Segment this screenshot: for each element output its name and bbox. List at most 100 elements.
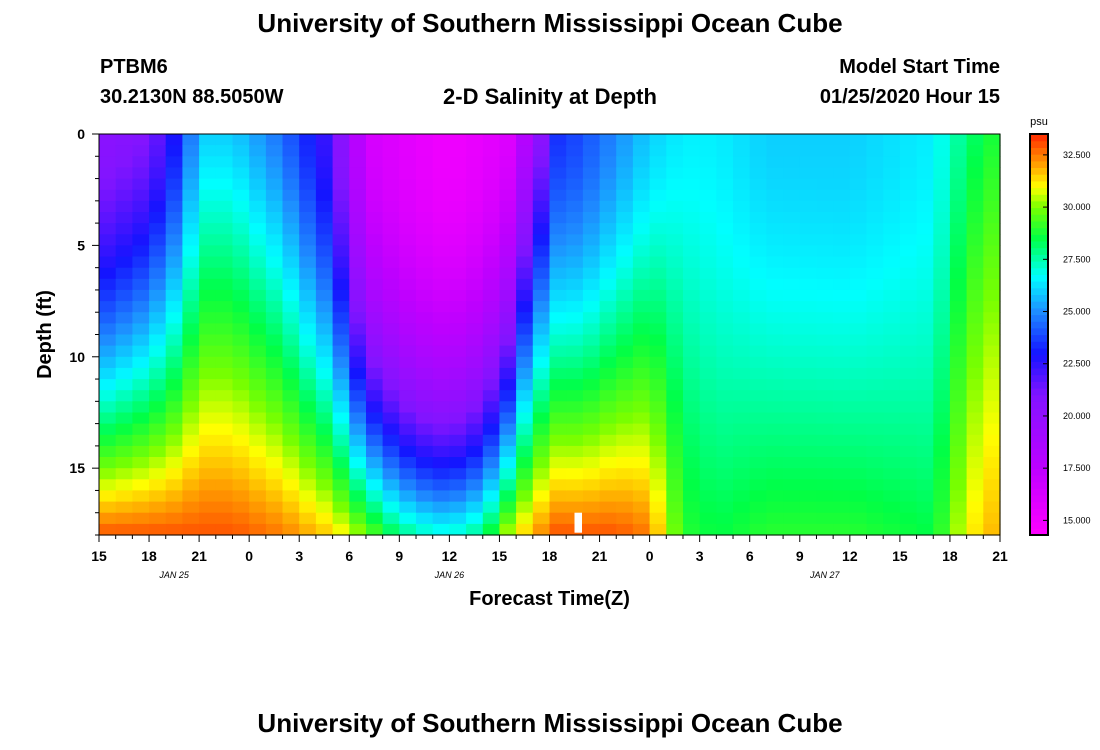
heatmap-cell [582, 323, 601, 336]
heatmap-cell [849, 445, 868, 458]
heatmap-cell [733, 156, 751, 168]
heatmap-cell [466, 401, 484, 413]
heatmap-cell [733, 312, 751, 324]
heatmap-cell [416, 401, 434, 413]
heatmap-cell [799, 490, 818, 503]
heatmap-cell [866, 356, 884, 369]
heatmap-cell [716, 245, 734, 258]
heatmap-cell [99, 512, 117, 525]
heatmap-cell [99, 278, 117, 291]
heatmap-cell [349, 212, 367, 224]
heatmap-cell [215, 267, 234, 280]
heatmap-cell [449, 367, 467, 380]
heatmap-cell [733, 212, 751, 224]
heatmap-cell [432, 312, 450, 324]
heatmap-cell [949, 523, 968, 536]
heatmap-cell [332, 301, 350, 313]
heatmap-cell [482, 423, 501, 436]
heatmap-cell [399, 457, 417, 469]
heatmap-cell [599, 457, 617, 469]
heatmap-cell [215, 367, 234, 380]
heatmap-cell [816, 189, 834, 202]
heatmap-cell [966, 323, 984, 336]
heatmap-cell [432, 423, 450, 436]
heatmap-cell [799, 457, 818, 469]
heatmap-cell [282, 189, 300, 202]
heatmap-cell [149, 323, 167, 336]
heatmap-cell [432, 289, 450, 302]
heatmap-cell [649, 401, 667, 413]
heatmap-cell [683, 189, 701, 202]
heatmap-cell [816, 434, 834, 447]
heatmap-cell [933, 234, 951, 246]
heatmap-cell [883, 223, 901, 235]
heatmap-cell [983, 345, 1001, 358]
heatmap-cell [916, 289, 934, 302]
heatmap-cell [783, 234, 801, 246]
heatmap-cell [399, 245, 417, 258]
heatmap-cell [349, 156, 367, 168]
heatmap-cell [299, 468, 317, 480]
heatmap-cell [733, 379, 751, 391]
heatmap-cell [332, 245, 350, 258]
heatmap-cell [282, 334, 300, 347]
heatmap-cell [866, 523, 884, 536]
heatmap-cell [632, 134, 651, 146]
heatmap-cell [582, 479, 601, 491]
heatmap-cell [265, 479, 284, 491]
heatmap-cell [849, 479, 868, 491]
heatmap-cell [716, 189, 734, 202]
heatmap-cell [399, 278, 417, 291]
heatmap-cell [99, 501, 117, 514]
heatmap-cell [399, 367, 417, 380]
heatmap-cell [933, 212, 951, 224]
heatmap-cell [516, 512, 534, 525]
heatmap-cell [799, 367, 818, 380]
heatmap-cell [783, 379, 801, 391]
heatmap-cell [199, 501, 217, 514]
heatmap-cell [916, 468, 934, 480]
heatmap-cell [149, 167, 167, 180]
heatmap-cell [215, 167, 234, 180]
heatmap-cell [733, 401, 751, 413]
heatmap-cell [366, 479, 384, 491]
colorbar-segment [1030, 508, 1048, 516]
heatmap-cell [833, 234, 851, 246]
heatmap-cell [699, 445, 717, 458]
heatmap-cell [566, 134, 584, 146]
heatmap-cell [799, 512, 818, 525]
heatmap-cell [599, 167, 617, 180]
heatmap-cell [566, 167, 584, 180]
heatmap-cell [683, 367, 701, 380]
heatmap-cell [833, 200, 851, 213]
heatmap-cell [816, 134, 834, 146]
heatmap-cell [566, 423, 584, 436]
heatmap-cell [115, 245, 133, 258]
heatmap-cell [616, 212, 634, 224]
colorbar-tick-label: 30.000 [1063, 202, 1091, 212]
heatmap-cell [249, 367, 267, 380]
heatmap-cell [315, 156, 334, 168]
heatmap-cell [582, 423, 601, 436]
heatmap-cell [683, 468, 701, 480]
heatmap-cell [399, 167, 417, 180]
heatmap-cell [149, 434, 167, 447]
heatmap-cell [516, 212, 534, 224]
heatmap-cell [299, 189, 317, 202]
heatmap-cell [265, 423, 284, 436]
heatmap-cell [382, 212, 400, 224]
heatmap-cell [115, 445, 133, 458]
heatmap-cell [149, 301, 167, 313]
heatmap-cell [582, 189, 601, 202]
heatmap-cell [432, 512, 450, 525]
heatmap-cell [833, 457, 851, 469]
heatmap-cell [249, 379, 267, 391]
heatmap-cell [532, 479, 551, 491]
heatmap-cell [516, 167, 534, 180]
heatmap-cell [833, 145, 851, 157]
colorbar-segment [1030, 227, 1048, 235]
heatmap-cell [182, 134, 200, 146]
heatmap-cell [416, 289, 434, 302]
heatmap-cell [833, 445, 851, 458]
heatmap-cell [149, 512, 167, 525]
